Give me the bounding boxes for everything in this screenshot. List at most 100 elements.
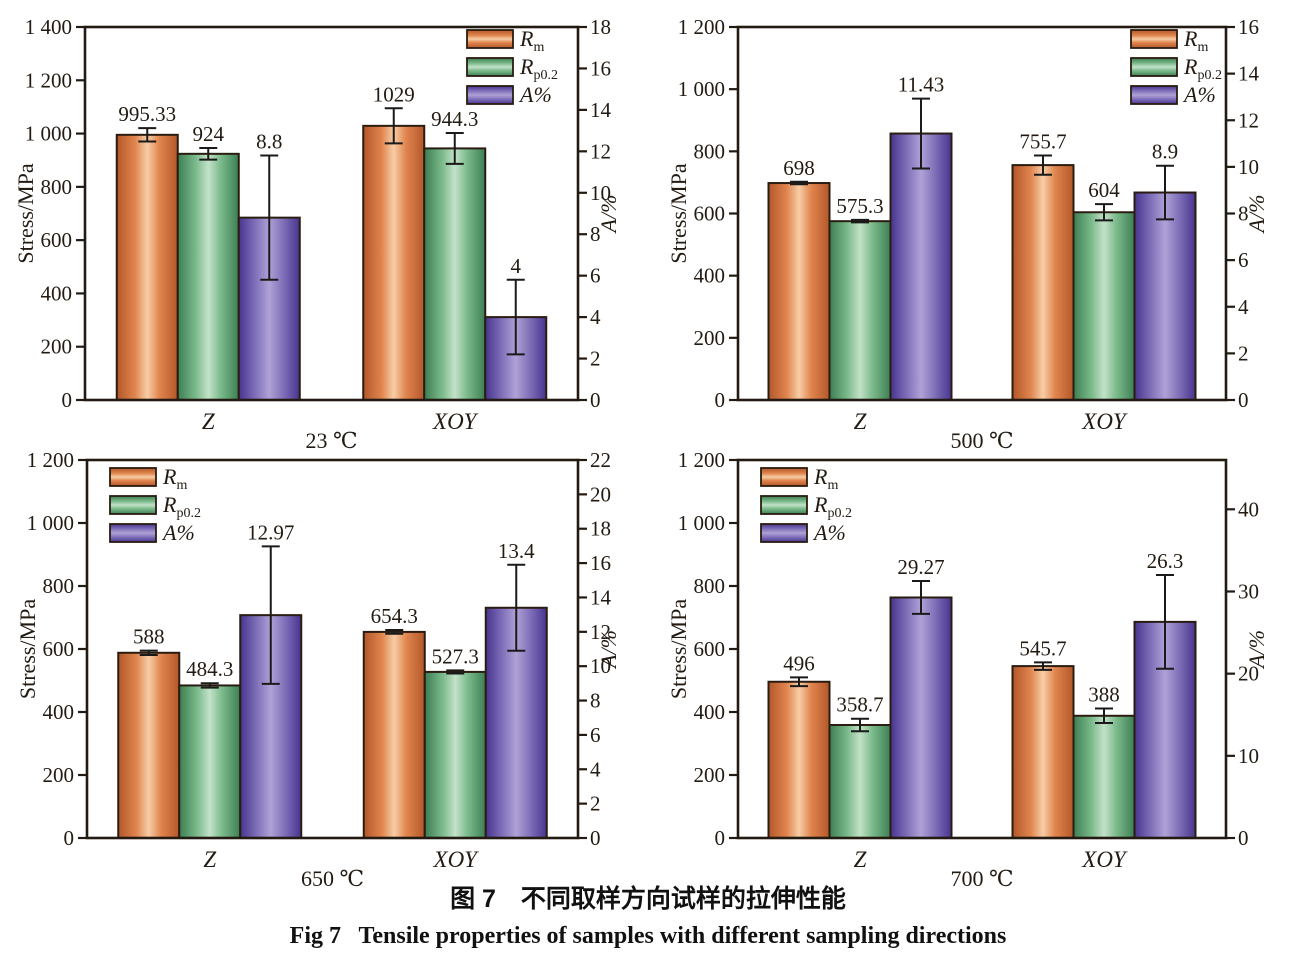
- value-label-Rp0.2-Z: 575.3: [836, 194, 883, 218]
- left-tick-label: 600: [43, 637, 75, 661]
- value-label-Rm-XOY: 1029: [373, 82, 415, 106]
- left-tick-label: 800: [41, 175, 73, 199]
- right-tick-label: 22: [590, 448, 611, 472]
- errorbar-A%-Z: [912, 580, 930, 615]
- legend-swatch-A%: [760, 523, 808, 543]
- value-label-A%-Z: 29.27: [897, 555, 944, 579]
- errorbar-Rp0.2-Z: [199, 146, 218, 161]
- legend-label-Rp0.2: Rp0.2: [162, 492, 201, 521]
- value-label-Rp0.2-XOY: 944.3: [431, 107, 478, 131]
- value-label-A%-XOY: 13.4: [498, 539, 535, 563]
- bar-Rp0.2-XOY: [1072, 714, 1136, 840]
- left-tick-label: 1 200: [27, 448, 74, 472]
- bar-Rm-XOY: [362, 630, 426, 840]
- errorbar-Rp0.2-Z: [851, 717, 869, 733]
- value-label-Rp0.2-XOY: 388: [1088, 683, 1120, 707]
- bar-Rm-XOY: [1011, 164, 1075, 401]
- errorbar-Rm-Z: [790, 676, 808, 688]
- category-label-XOY: XOY: [1081, 409, 1128, 434]
- left-tick-label: 1 200: [678, 448, 725, 472]
- right-tick-label: 4: [590, 757, 601, 781]
- right-tick-label: 2: [590, 792, 601, 816]
- bar-Rm-Z: [767, 680, 831, 840]
- category-label-Z: Z: [202, 409, 215, 434]
- bar-Rp0.2-XOY: [1072, 211, 1136, 401]
- left-tick-label: 800: [694, 574, 726, 598]
- errorbar-Rm-XOY: [1034, 154, 1052, 176]
- errorbar-Rm-Z: [790, 180, 808, 186]
- left-axis-title: Stress/MPa: [13, 163, 38, 263]
- right-tick-label: 0: [1238, 388, 1249, 412]
- errorbar-Rm-XOY: [1034, 661, 1052, 671]
- right-tick-label: 10: [590, 654, 611, 678]
- value-label-A%-Z: 8.8: [256, 129, 282, 153]
- legend-swatch-Rm: [466, 29, 514, 49]
- right-tick-label: 6: [1238, 248, 1249, 272]
- left-tick-label: 400: [694, 264, 726, 288]
- legend-label-Rm: Rm: [519, 26, 544, 55]
- right-tick-label: 0: [1238, 826, 1249, 850]
- right-tick-label: 12: [590, 620, 611, 644]
- right-tick-label: 8: [590, 222, 601, 246]
- right-tick-label: 16: [590, 551, 611, 575]
- right-axis-title: A/%: [596, 630, 621, 670]
- right-tick-label: 10: [1238, 744, 1259, 768]
- right-tick-label: 8: [590, 689, 601, 713]
- value-label-A%-Z: 12.97: [247, 520, 294, 544]
- left-tick-label: 400: [694, 700, 726, 724]
- right-tick-label: 4: [590, 305, 601, 329]
- left-tick-label: 600: [694, 202, 726, 226]
- value-label-Rm-XOY: 545.7: [1019, 636, 1066, 660]
- bar-Rp0.2-XOY: [423, 670, 487, 840]
- legend-label-Rm: Rm: [162, 464, 187, 493]
- left-axis-title: Stress/MPa: [15, 599, 40, 699]
- legend-swatch-Rp0.2: [109, 495, 157, 515]
- chart-panel-650c: 588654.3484.3527.312.9713.40200400600800…: [15, 448, 621, 891]
- left-tick-label: 200: [43, 763, 75, 787]
- right-axis-title: A/%: [596, 195, 621, 235]
- errorbar-Rp0.2-XOY: [1095, 707, 1113, 725]
- right-tick-label: 18: [590, 15, 611, 39]
- right-tick-label: 14: [590, 585, 612, 609]
- value-label-A%-Z: 11.43: [898, 73, 944, 97]
- bar-Rp0.2-Z: [176, 152, 240, 401]
- errorbar-Rp0.2-XOY: [446, 669, 465, 675]
- right-tick-label: 20: [590, 482, 611, 506]
- left-tick-label: 1 000: [678, 511, 725, 535]
- value-label-Rm-XOY: 654.3: [371, 604, 418, 628]
- errorbar-Rp0.2-XOY: [445, 131, 464, 165]
- category-label-Z: Z: [203, 847, 216, 872]
- bar-Rp0.2-Z: [178, 684, 242, 839]
- temperature-label: 500 ℃: [950, 428, 1013, 453]
- left-tick-label: 800: [694, 139, 726, 163]
- value-label-Rm-Z: 496: [783, 651, 815, 675]
- bar-Rp0.2-Z: [828, 724, 892, 840]
- bar-Rm-Z: [767, 182, 831, 401]
- errorbar-A%-XOY: [1156, 574, 1174, 670]
- bar-A%-XOY: [1133, 191, 1197, 401]
- left-tick-label: 0: [715, 826, 726, 850]
- errorbar-A%-XOY: [507, 563, 526, 652]
- legend-swatch-Rp0.2: [760, 495, 808, 515]
- left-tick-label: 0: [715, 388, 726, 412]
- legend-swatch-A%: [109, 523, 157, 543]
- left-tick-label: 1 200: [25, 68, 72, 92]
- errorbar-A%-XOY: [506, 278, 525, 356]
- errorbar-Rp0.2-XOY: [1095, 203, 1113, 222]
- category-label-XOY: XOY: [1081, 847, 1128, 872]
- legend-label-Rm: Rm: [813, 464, 838, 493]
- legend-swatch-Rm: [109, 467, 157, 487]
- left-tick-label: 1 400: [25, 15, 72, 39]
- errorbar-Rp0.2-Z: [851, 218, 869, 224]
- right-axis-title: A/%: [1244, 630, 1269, 670]
- value-label-A%-XOY: 26.3: [1147, 549, 1184, 573]
- right-tick-label: 8: [1238, 202, 1249, 226]
- left-tick-label: 0: [64, 826, 75, 850]
- value-label-A%-XOY: 4: [511, 254, 522, 278]
- category-label-XOY: XOY: [432, 409, 479, 434]
- right-tick-label: 30: [1238, 579, 1259, 603]
